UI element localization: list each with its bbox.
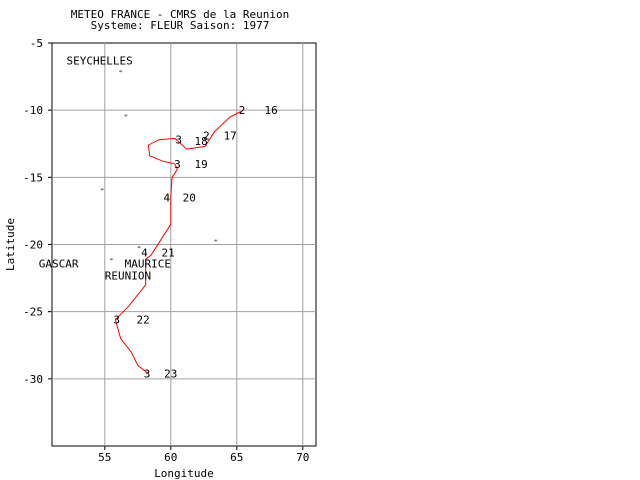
fix-label: 19 [195,158,208,171]
y-tick-label: -25 [23,306,43,319]
map-title-line1: METEO FRANCE - CMRS de la Reunion [70,8,290,21]
fix-label: 18 [195,135,208,148]
fix-label: 17 [224,130,237,143]
islands [100,70,218,261]
x-tick-label: 55 [98,451,111,464]
fix-label: 22 [136,314,149,327]
island-mark [214,239,218,242]
fix-label: 2 [239,104,246,117]
fix-label: 4 [164,191,171,204]
fix-label: 23 [164,367,177,380]
grid [51,42,317,447]
x-axis-label: Longitude [154,467,214,480]
fix-label: 4 [141,247,148,260]
place-label: SEYCHELLES [67,54,133,67]
fix-label: 3 [144,367,151,380]
fix-label: 20 [183,191,196,204]
fix-label: 3 [174,158,181,171]
y-tick-label: -10 [23,104,43,117]
y-tick-label: -20 [23,239,43,252]
axis-ticks: 55 60 65 70 -5 -10 -15 -20 -25 -30 [23,37,309,464]
x-tick-label: 70 [296,451,309,464]
fix-label: 21 [162,247,175,260]
y-tick-label: -5 [30,37,43,50]
place-label: MAURICE [125,257,171,270]
track-line [114,111,242,374]
fix-label: 3 [175,134,182,147]
y-axis-label: Latitude [4,218,17,271]
island-mark [124,114,128,117]
fix-label: 16 [264,104,277,117]
x-tick-label: 60 [164,451,177,464]
fix-label: 2 [203,130,210,143]
y-tick-label: -15 [23,171,43,184]
island-mark [100,188,104,191]
island-mark [109,258,113,261]
place-label: REUNION [105,269,151,282]
x-tick-label: 65 [230,451,243,464]
place-label: GASCAR [39,257,79,270]
y-tick-label: -30 [23,373,43,386]
island-mark [137,246,141,249]
island-mark [119,70,123,73]
fix-label: 3 [113,314,120,327]
cyclone-track [114,111,242,374]
map-title-line2: Systeme: FLEUR Saison: 1977 [90,19,270,32]
